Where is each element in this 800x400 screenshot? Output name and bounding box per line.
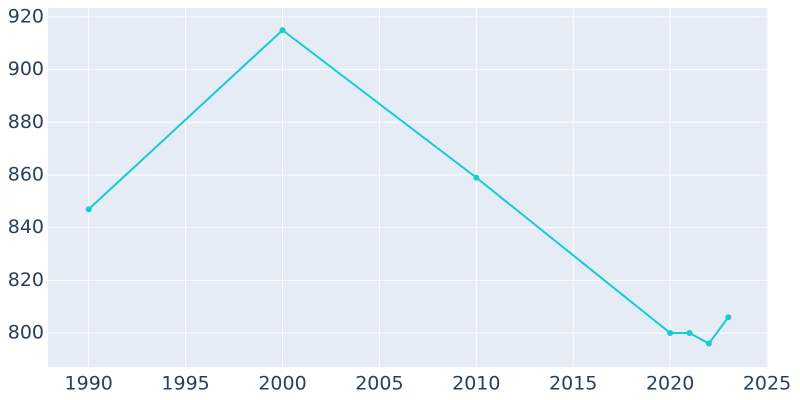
y-tick-label: 860 <box>8 163 44 185</box>
x-tick-label: 2020 <box>646 373 694 395</box>
x-tick-label: 2025 <box>743 373 791 395</box>
x-tick-label: 2010 <box>452 373 500 395</box>
point <box>686 330 693 337</box>
y-tick-label: 880 <box>8 111 44 133</box>
x-tick-label: 1990 <box>65 373 113 395</box>
y-tick-label: 820 <box>8 269 44 291</box>
point <box>725 314 732 321</box>
x-tick-label: 1995 <box>161 373 209 395</box>
x-tick-label: 2005 <box>355 373 403 395</box>
point <box>705 340 712 347</box>
point <box>279 27 286 34</box>
y-tick-label: 840 <box>8 216 44 238</box>
x-tick-label: 2000 <box>258 373 306 395</box>
y-tick-label: 800 <box>8 322 44 344</box>
point <box>473 174 480 181</box>
plot-area <box>48 8 768 367</box>
point <box>85 206 92 213</box>
y-tick-label: 900 <box>8 58 44 80</box>
point <box>667 330 674 337</box>
x-tick-label: 2015 <box>549 373 597 395</box>
y-tick-label: 920 <box>8 5 44 27</box>
